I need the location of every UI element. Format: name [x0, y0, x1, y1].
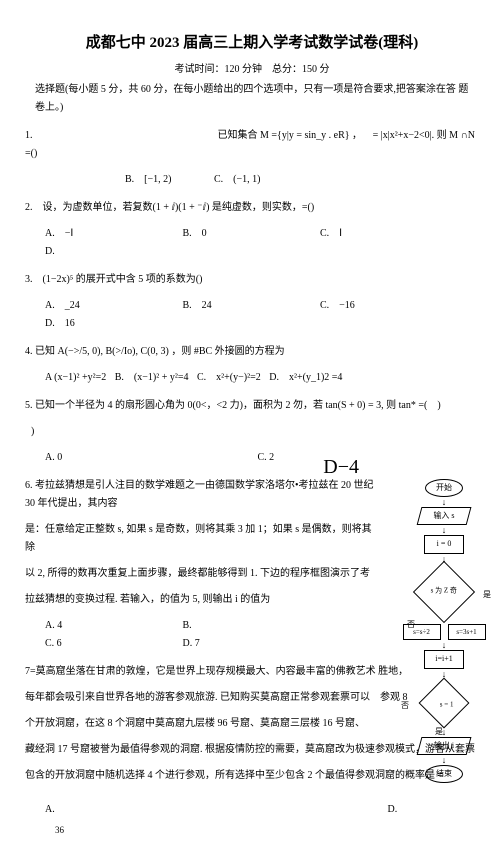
question-7-l4: 藏经洞 17 号窟被誉为最值得参观的洞窟. 根据疫情防控的需要，莫高窟改为极速参…: [25, 741, 479, 759]
q5-options: A. 0 C. 2 D−4: [45, 449, 479, 467]
page: 成都七中 2023 届高三上期入学考试数学试卷(理科) 考试时间：120 分钟 …: [0, 0, 504, 868]
q6-opt-b: B.: [183, 617, 278, 635]
q6-opt-d: D. 7: [183, 635, 278, 653]
q1-num: 1.: [25, 130, 33, 141]
q5-extra: ): [31, 423, 479, 441]
question-7-l2: 每年都会吸引来自世界各地的游客参观旅游. 已知购买莫高窟正常参观套票可以 参观 …: [25, 689, 479, 707]
q3-options: A. _24 B. 24 C. −16 D. 16: [45, 297, 479, 333]
question-7-l5: 包含的开放洞窟中随机选择 4 个进行参观，所有选择中至少包含 2 个最值得参观洞…: [25, 767, 479, 785]
q4-opt-d: D. x²+(y_1)2 =4: [269, 369, 342, 387]
q7-opt-d-val: 36: [55, 822, 64, 838]
flow-no-label: 否: [407, 618, 415, 632]
q2-opt-d: D.: [45, 243, 140, 261]
question-6-block: 6. 考拉兹猜想是引人注目的数学难题之一由德国数学家洛塔尔•考拉兹在 20 世纪…: [25, 477, 479, 653]
q7-opt-a: A.: [45, 801, 345, 819]
question-4: 4. 已知 A(−>/5, 0), B(>/Io), C(0, 3) ，则 #B…: [25, 343, 479, 361]
flow-start: 开始: [425, 479, 463, 497]
q1-stem-a: 已知集合 M ={y|y = sin_y . eR} ，: [218, 130, 363, 141]
q7-options: A. D. 36: [45, 801, 479, 838]
q1-opt-c: C. (−1, 1): [214, 171, 260, 189]
flow-cond1: s 为 Z 奇: [413, 561, 475, 623]
q6-opt-c: C. 6: [45, 635, 140, 653]
question-7-l3: 个开放洞窟，在这 8 个洞窟中莫高窟九层楼 96 号窟、莫高窟三层楼 16 号窟…: [25, 715, 479, 733]
exam-time: 考试时间：120 分钟 总分：150 分: [25, 61, 479, 79]
q6-opt-a: A. 4: [45, 617, 140, 635]
arrow-icon: ↓: [399, 499, 489, 505]
question-3: 3. (1−2x)⁵ 的展开式中含 5 项的系数为(): [25, 271, 479, 289]
q4-opt-b: B. (x−1)² + y²=4: [115, 369, 189, 387]
q3-opt-d: D. 16: [45, 315, 140, 333]
flow-yes-label: 是: [483, 588, 491, 602]
flowchart: 开始 ↓ 输入 s ↓ i = 0 ↓ s 为 Z 奇 是 否 s=s÷2 s=…: [399, 477, 489, 785]
q2-opt-a: A. −Ⅰ: [45, 225, 140, 243]
arrow-icon: ↓: [399, 642, 489, 648]
question-1: 1. 已知集合 M ={y|y = sin_y . eR} ， = |x|x²+…: [25, 127, 479, 163]
q1-opt-b: B. [−1, 2): [125, 171, 171, 189]
question-5: 5. 已知一个半径为 4 的扇形圆心角为 0(0<，<2 力)，面积为 2 勿，…: [25, 397, 479, 415]
q3-opt-b: B. 24: [183, 297, 278, 315]
q4-opt-c: C. x²+(y−)²=2: [197, 369, 261, 387]
q3-opt-a: A. _24: [45, 297, 140, 315]
flow-init: i = 0: [424, 535, 464, 553]
q3-opt-c: C. −16: [320, 297, 415, 315]
flow-odd: s=3s+1: [448, 624, 486, 641]
q5-opt-a: A. 0: [45, 449, 215, 467]
q5-opt-c: C. 2: [258, 449, 275, 467]
arrow-icon: ↓: [399, 527, 489, 533]
q4-opt-a: A (x−1)² +y²=2: [45, 369, 106, 387]
exam-title: 成都七中 2023 届高三上期入学考试数学试卷(理科): [25, 30, 479, 57]
q2-opt-b: B. 0: [183, 225, 278, 243]
question-7-l1: 7=莫高窟坐落在甘肃的敦煌，它是世界上现存规模最大、内容最丰富的佛教艺术 胜地，: [25, 663, 479, 681]
question-2: 2. 设，为虚数单位，若复数(1 + ⅈ)(1 + ⁻ⅈ) 是纯虚数，则实数，=…: [25, 199, 479, 217]
section-instruction: 选择题(每小题 5 分，共 60 分，在每小题给出的四个选项中，只有一项是符合要…: [25, 81, 479, 117]
q4-options: A (x−1)² +y²=2 B. (x−1)² + y²=4 C. x²+(y…: [45, 369, 479, 387]
q1-options: B. [−1, 2) C. (−1, 1): [125, 171, 479, 189]
q7-opt-d: D.: [388, 801, 398, 819]
q2-options: A. −Ⅰ B. 0 C. Ⅰ D.: [45, 225, 479, 261]
flow-input: 输入 s: [417, 507, 472, 525]
q2-opt-c: C. Ⅰ: [320, 225, 415, 243]
